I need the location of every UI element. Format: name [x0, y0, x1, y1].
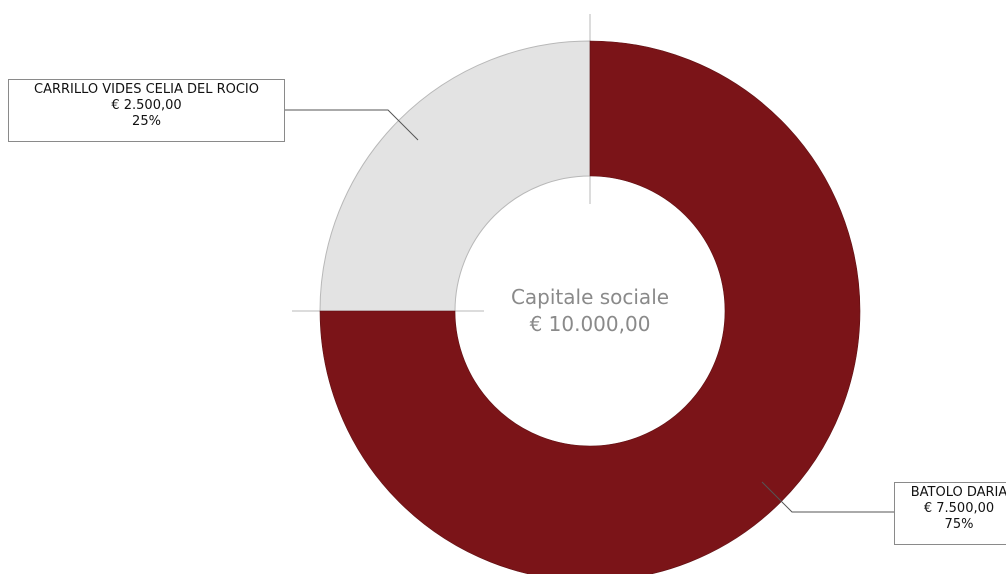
center-total: € 10.000,00: [529, 312, 651, 336]
label-carrillo-vides-celia-del-rocio: CARRILLO VIDES CELIA DEL ROCIO € 2.500,0…: [8, 79, 285, 142]
slice-carrillo-vides-celia-del-rocio[interactable]: [319, 40, 591, 312]
label-amount: € 2.500,00: [111, 98, 182, 113]
label-percent: 75%: [944, 517, 974, 532]
label-amount: € 7.500,00: [923, 501, 995, 516]
leader-line-batolo: [761, 481, 894, 513]
label-batolo-daria: BATOLO DARIA € 7.500,00 75%: [894, 482, 1006, 545]
label-percent: 25%: [132, 114, 161, 129]
label-name: CARRILLO VIDES CELIA DEL ROCIO: [34, 82, 259, 97]
label-name: BATOLO DARIA: [910, 485, 1006, 500]
center-label: Capitale sociale € 10.000,00: [440, 284, 740, 338]
leader-line-carrillo: [284, 109, 419, 141]
slice-batolo-daria[interactable]: [319, 40, 861, 574]
center-title: Capitale sociale: [510, 285, 670, 309]
